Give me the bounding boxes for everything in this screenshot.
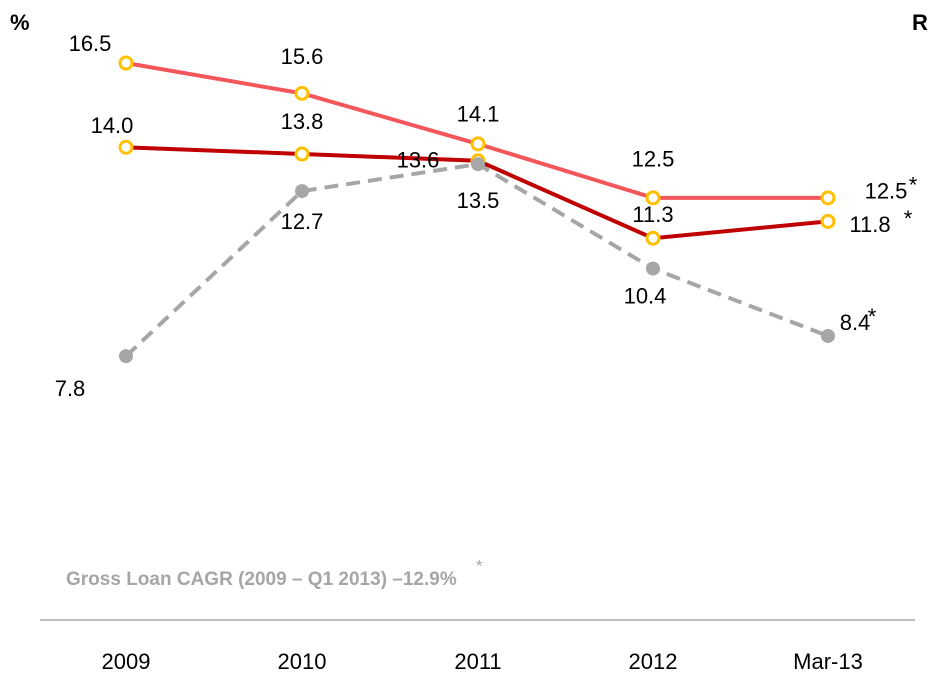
data-label: 12.7 [281, 209, 324, 234]
data-label: 15.6 [281, 44, 324, 69]
point [294, 85, 310, 101]
point [646, 261, 660, 276]
point [820, 190, 836, 206]
point [295, 184, 309, 199]
data-label: 12.5 [632, 147, 675, 172]
data-label: 7.8 [55, 376, 86, 401]
x-tick-label: 2009 [102, 649, 151, 674]
annotation: Gross Loan CAGR (2009 – Q1 2013) –12.9% [66, 569, 457, 590]
annotation-mark: * [476, 556, 483, 575]
point [645, 190, 661, 206]
data-label: 11.3 [632, 202, 673, 227]
point [118, 139, 134, 155]
point [470, 136, 486, 152]
x-tick-label: 2010 [278, 649, 327, 674]
point [294, 146, 310, 162]
x-tick-label: Mar-13 [793, 649, 863, 674]
data-label: 16.5 [69, 31, 112, 56]
footnote-mark: * [868, 304, 877, 329]
data-label: 14.0 [91, 113, 134, 138]
x-tick-label: 2012 [629, 649, 678, 674]
unit-left: % [10, 10, 30, 35]
data-label: 13.8 [281, 109, 324, 134]
x-tick-label: 2011 [454, 649, 501, 674]
point [119, 349, 133, 364]
point [471, 157, 485, 172]
data-label: 13.5 [457, 188, 500, 213]
data-label: 8.4 [840, 310, 871, 335]
data-label: 13.6 [397, 148, 440, 173]
point [820, 213, 836, 229]
point [821, 328, 835, 343]
data-label: 10.4 [624, 283, 667, 308]
data-label: 14.1 [457, 102, 500, 127]
unit-right: R [912, 10, 928, 35]
data-label: 11.8 [849, 212, 890, 237]
footnote-mark: * [904, 206, 913, 231]
footnote-mark: * [909, 173, 918, 198]
series-line [125, 61, 828, 200]
point [645, 230, 661, 246]
data-label: 12.5 [865, 179, 908, 204]
point [118, 55, 134, 71]
